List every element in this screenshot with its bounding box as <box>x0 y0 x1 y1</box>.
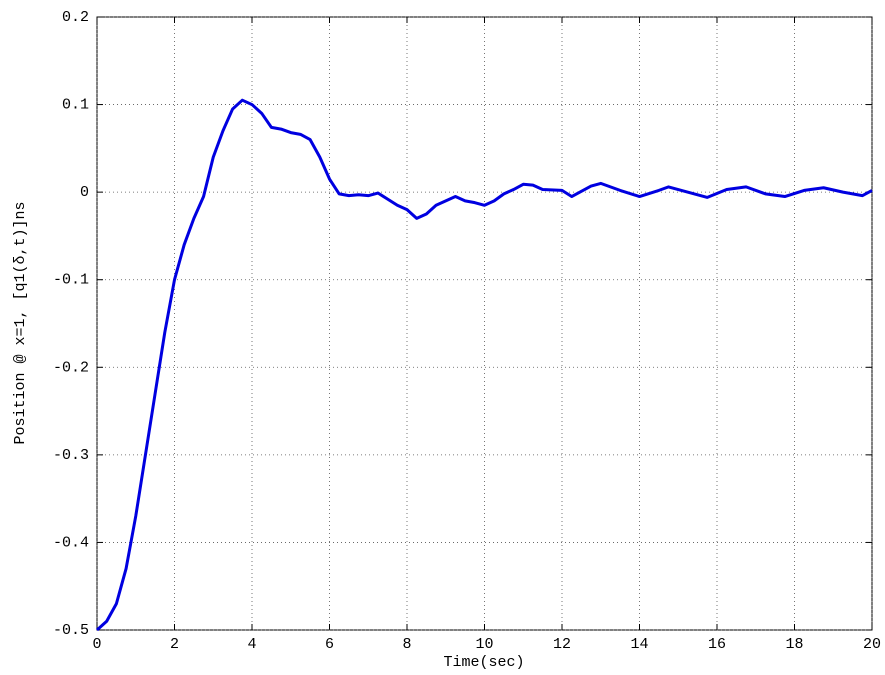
y-tick-label: 0 <box>80 184 89 201</box>
y-tick-label: -0.2 <box>53 359 89 376</box>
y-tick-label: -0.3 <box>53 447 89 464</box>
x-axis-label: Time(sec) <box>443 654 524 671</box>
x-tick-label: 8 <box>402 636 411 653</box>
x-tick-label: 10 <box>475 636 493 653</box>
y-tick-label: -0.4 <box>53 534 89 551</box>
x-tick-label: 2 <box>170 636 179 653</box>
y-tick-label: -0.5 <box>53 622 89 639</box>
plot-frame <box>97 17 872 630</box>
chart: Time(sec) Position @ x=1, [q1(δ,t)]ns 0 2… <box>0 0 885 675</box>
x-tick-label: 4 <box>247 636 256 653</box>
x-tick-label: 6 <box>325 636 334 653</box>
page: Time(sec) Position @ x=1, [q1(δ,t)]ns 0 2… <box>0 0 885 675</box>
y-tick-label: 0.2 <box>62 9 89 26</box>
y-tick-label: -0.1 <box>53 272 89 289</box>
x-tick-label: 0 <box>92 636 101 653</box>
y-tick-label: 0.1 <box>62 97 89 114</box>
x-tick-label: 20 <box>863 636 881 653</box>
x-tick-label: 18 <box>785 636 803 653</box>
x-tick-label: 16 <box>708 636 726 653</box>
y-axis-label: Position @ x=1, [q1(δ,t)]ns <box>12 201 29 444</box>
x-tick-label: 14 <box>630 636 648 653</box>
x-tick-label: 12 <box>553 636 571 653</box>
